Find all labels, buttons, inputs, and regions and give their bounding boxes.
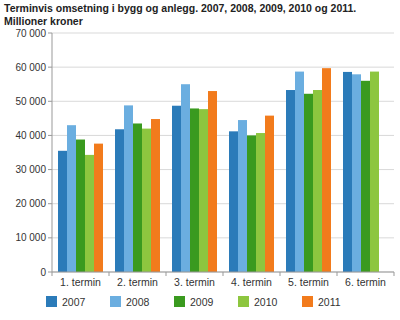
bar [58, 151, 67, 272]
x-tick-label: 4. termin [231, 276, 272, 288]
y-tick [48, 272, 52, 273]
bar [295, 72, 304, 272]
bar [343, 72, 352, 272]
grid-line [52, 135, 394, 136]
grid-line [52, 101, 394, 102]
legend-swatch [238, 296, 249, 307]
bar [208, 91, 217, 272]
bar [133, 123, 142, 272]
x-tick [280, 272, 281, 276]
legend-label: 2010 [254, 296, 278, 308]
x-tick [223, 272, 224, 276]
bar [124, 105, 133, 272]
legend-swatch [174, 296, 185, 307]
x-tick [394, 272, 395, 276]
bar [229, 131, 238, 272]
bar [304, 94, 313, 272]
grid-line [52, 33, 394, 34]
legend-swatch [110, 296, 121, 307]
bar [370, 72, 379, 272]
x-tick [166, 272, 167, 276]
bar [286, 90, 295, 272]
legend-label: 2011 [318, 296, 341, 308]
y-tick-label: 40 000 [15, 130, 46, 141]
grid-line [52, 203, 394, 204]
y-tick-label: 20 000 [15, 198, 46, 209]
x-tick-label: 5. termin [288, 276, 329, 288]
x-tick [109, 272, 110, 276]
y-axis [52, 33, 53, 272]
bar [76, 140, 85, 272]
x-tick-label: 6. termin [345, 276, 386, 288]
x-tick-label: 2. termin [117, 276, 158, 288]
x-tick [337, 272, 338, 276]
bar [313, 90, 322, 272]
x-tick-label: 1. termin [60, 276, 101, 288]
grid-line [52, 67, 394, 68]
bar [256, 133, 265, 272]
bars [58, 68, 379, 272]
y-tick-label: 70 000 [15, 28, 46, 39]
bar [94, 144, 103, 272]
y-tick [48, 169, 52, 170]
y-tick-label: 30 000 [15, 164, 46, 175]
bar [151, 119, 160, 272]
legend-label: 2007 [62, 296, 86, 308]
y-tick-label: 10 000 [15, 232, 46, 243]
y-tick [48, 135, 52, 136]
y-tick [48, 67, 52, 68]
bar [265, 116, 274, 272]
grid [52, 33, 394, 272]
legend-label: 2008 [126, 296, 150, 308]
bar [115, 129, 124, 272]
y-tick [48, 33, 52, 34]
y-tick-label: 0 [40, 267, 46, 278]
y-tick-label: 50 000 [15, 96, 46, 107]
bar [190, 108, 199, 272]
bar [172, 106, 181, 272]
legend-swatch [302, 296, 313, 307]
legend: 2007 2008 2009 2010 2011 [46, 296, 341, 308]
bar [142, 129, 151, 272]
grid-line [52, 237, 394, 238]
bar [361, 81, 370, 272]
bar [352, 74, 361, 272]
y-tick [48, 203, 52, 204]
y-tick [48, 237, 52, 238]
bar [199, 109, 208, 272]
y-tick-label: 60 000 [15, 62, 46, 73]
x-tick-label: 3. termin [174, 276, 215, 288]
y-tick [48, 101, 52, 102]
x-tick [52, 272, 53, 276]
bar [247, 135, 256, 272]
subtitle: Millioner kroner [4, 15, 83, 27]
bar [238, 120, 247, 272]
bar [322, 68, 331, 272]
title: Terminvis omsetning i bygg og anlegg. 20… [4, 2, 356, 14]
legend-swatch [46, 296, 57, 307]
bar [181, 84, 190, 272]
grid-line [52, 169, 394, 170]
legend-label: 2009 [190, 296, 214, 308]
bar [67, 125, 76, 272]
chart: Terminvis omsetning i bygg og anlegg. 20… [0, 0, 400, 320]
bar [85, 155, 94, 272]
